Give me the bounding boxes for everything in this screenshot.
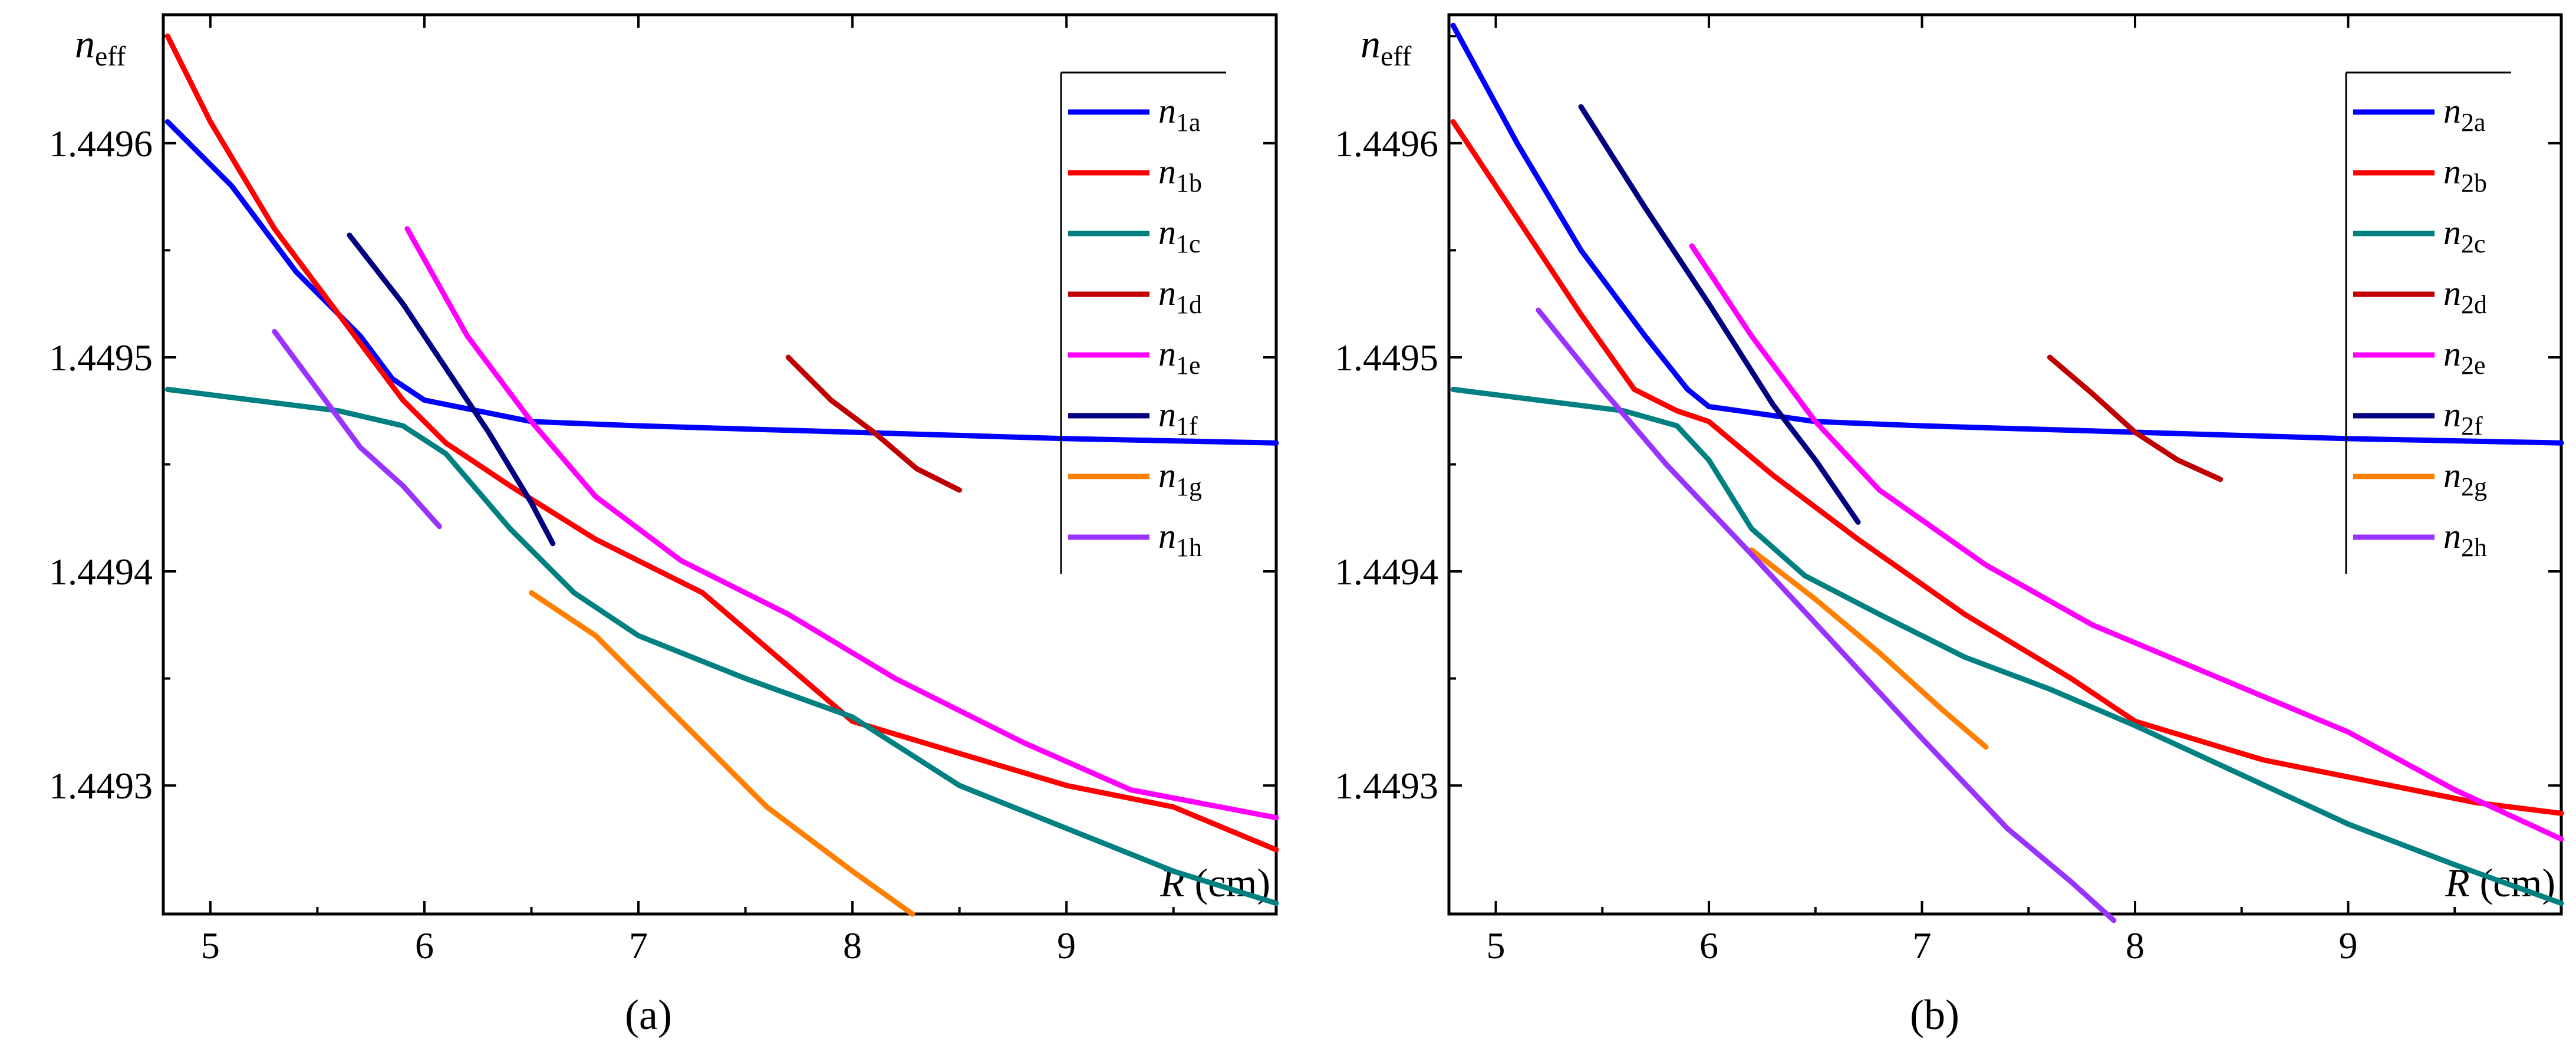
legend-label-1a: n1a [1158,91,1201,137]
x-tick-label: 9 [1057,925,1076,966]
y-axis-label: neff [75,21,126,72]
legend-label-sub: 1f [1176,412,1198,440]
y-axis-label-main: n [1361,21,1381,66]
legend-label-1g: n1g [1158,456,1202,501]
legend-label-sub: 2g [2461,472,2487,501]
x-tick-label: 5 [201,925,220,966]
y-axis-label-sub: eff [1381,41,1411,72]
legend-label-main: n [2443,91,2461,130]
x-tick-label: 6 [415,925,434,966]
legend-label-main: n [1158,91,1176,130]
legend-label-1h: n1h [1158,517,1202,562]
legend-label-main: n [1158,517,1176,555]
legend-label-sub: 2f [2461,412,2483,440]
series-line-2g [1748,547,1989,750]
series-line-2f [1578,104,1861,525]
series-line-1a [164,119,1279,446]
y-tick-label: 1.4493 [1335,765,1438,807]
x-tick-label: 7 [1913,925,1932,966]
legend-label-sub: 1h [1176,533,1202,562]
y-tick-label: 1.4493 [49,765,153,807]
legend-label-main: n [1158,334,1176,373]
y-tick-label: 1.4494 [49,551,153,593]
y-tick-label: 1.4495 [49,337,153,379]
series-line-2d [2047,354,2223,482]
series-line-1d [785,354,963,493]
x-tick-label: 9 [2339,925,2358,966]
legend-label-main: n [1158,456,1176,495]
legend-label-sub: 1e [1176,351,1201,380]
legend-label-2d: n2d [2443,274,2487,319]
legend-label-sub: 1b [1176,169,1202,198]
legend-label-sub: 1c [1176,229,1201,258]
legend-label-main: n [1158,213,1176,252]
legend-label-sub: 2e [2461,351,2486,380]
legend-label-main: n [2443,395,2461,434]
series-line-2b [1450,119,2564,816]
x-tick-label: 5 [1487,925,1506,966]
legend-label-sub: 1d [1176,290,1202,319]
legend-label-sub: 2a [2461,108,2486,137]
legend-label-main: n [2443,456,2461,495]
y-axis-label: neff [1361,21,1411,72]
legend-label-2f: n2f [2443,395,2483,440]
legend-label-2e: n2e [2443,334,2486,380]
legend-label-main: n [1158,152,1176,191]
panel-caption-a: (a) [625,991,672,1038]
legend-label-2c: n2c [2443,213,2486,258]
legend-label-sub: 2c [2461,229,2486,258]
y-axis-label-sub: eff [95,41,126,72]
series-line-1g [529,590,915,917]
series-line-1b [164,33,1279,853]
legend-label-sub: 2h [2461,533,2487,562]
legend-label-main: n [1158,274,1176,313]
legend-label-1e: n1e [1158,334,1201,380]
legend-label-1f: n1f [1158,395,1198,440]
x-tick-label: 8 [843,925,862,966]
y-tick-label: 1.4496 [49,123,153,165]
legend-label-main: n [2443,213,2461,252]
legend-label-2b: n2b [2443,152,2487,198]
legend-label-main: n [1158,395,1176,434]
series-line-2e [1689,243,2564,842]
series-line-1e [404,226,1279,821]
legend-label-main: n [2443,152,2461,191]
legend-label-sub: 2b [2461,169,2487,198]
x-tick-label: 7 [629,925,648,966]
legend-label-main: n [2443,274,2461,313]
series-line-1h [272,328,442,530]
y-tick-label: 1.4495 [1335,337,1438,379]
plot-frame [1447,13,2563,916]
legend-label-1c: n1c [1158,213,1201,258]
series-line-2a [1450,22,2564,446]
legend-label-2g: n2g [2443,456,2487,501]
series-line-1c [164,386,1279,906]
legend-label-2a: n2a [2443,91,2486,137]
legend-label-sub: 1a [1176,108,1201,137]
legend-label-sub: 1g [1176,472,1202,501]
x-tick-label: 8 [2126,925,2145,966]
series-line-2h [1536,307,2117,923]
legend-label-1d: n1d [1158,274,1202,319]
legend-label-1b: n1b [1158,152,1202,198]
y-tick-label: 1.4494 [1335,551,1438,593]
series-line-2c [1450,386,2564,906]
y-tick-label: 1.4496 [1335,123,1438,165]
panel-caption-b: (b) [1910,991,1959,1038]
legend-label-main: n [2443,334,2461,373]
x-tick-label: 6 [1699,925,1718,966]
series-line-1f [347,232,556,547]
legend-label-sub: 2d [2461,290,2487,319]
legend-label-2h: n2h [2443,517,2487,562]
legend-label-main: n [2443,517,2461,555]
y-axis-label-main: n [75,21,95,66]
